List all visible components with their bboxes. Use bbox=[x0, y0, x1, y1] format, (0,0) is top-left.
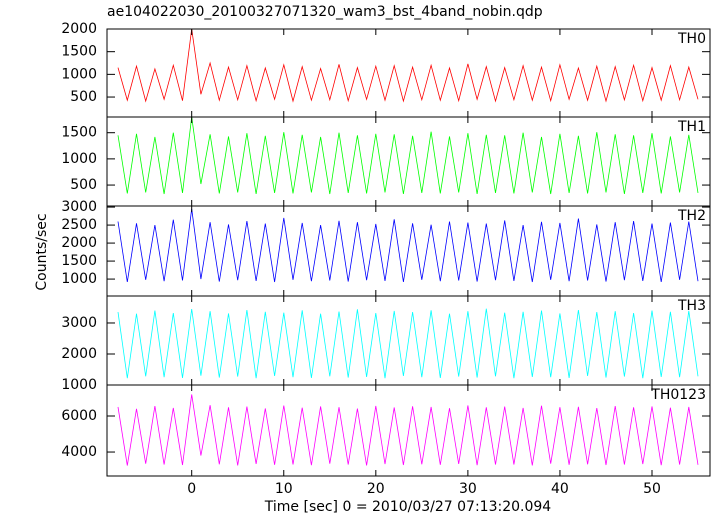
panel-label: TH3 bbox=[677, 298, 706, 314]
y-tick-label: 3000 bbox=[61, 199, 97, 215]
y-tick-label: 1000 bbox=[61, 151, 97, 167]
x-tick-label: 30 bbox=[459, 481, 477, 497]
panel-label: TH0 bbox=[677, 31, 706, 47]
x-tick-label: 10 bbox=[275, 481, 293, 497]
y-tick-label: 500 bbox=[70, 89, 97, 105]
x-tick-label: 40 bbox=[551, 481, 569, 497]
y-tick-label: 1500 bbox=[61, 253, 97, 269]
y-tick-label: 500 bbox=[70, 177, 97, 193]
x-tick-label: 50 bbox=[643, 481, 661, 497]
y-tick-label: 6000 bbox=[61, 408, 97, 424]
y-axis-label: Counts/sec bbox=[34, 213, 50, 290]
light-curve bbox=[117, 208, 699, 283]
x-tick-label: 20 bbox=[367, 481, 385, 497]
panel-frame bbox=[106, 28, 711, 118]
chart-title: ae104022030_20100327071320_wam3_bst_4ban… bbox=[107, 4, 543, 20]
y-tick-label: 2000 bbox=[61, 346, 97, 362]
y-tick-label: 2500 bbox=[61, 217, 97, 233]
panel-label: TH0123 bbox=[650, 387, 706, 403]
y-tick-label: 2000 bbox=[61, 235, 97, 251]
y-tick-label: 1000 bbox=[61, 377, 97, 393]
panel-label: TH1 bbox=[677, 119, 706, 135]
y-tick-label: 1500 bbox=[61, 44, 97, 60]
y-tick-label: 1000 bbox=[61, 271, 97, 287]
x-tick-label: 0 bbox=[187, 481, 196, 497]
y-tick-label: 2000 bbox=[61, 21, 97, 37]
light-curve bbox=[117, 116, 699, 195]
panel-label: TH2 bbox=[677, 208, 706, 224]
light-curve bbox=[117, 394, 699, 466]
light-curve bbox=[117, 308, 699, 379]
y-tick-label: 4000 bbox=[61, 444, 97, 460]
x-axis-label: Time [sec] 0 = 2010/03/27 07:13:20.094 bbox=[264, 499, 552, 515]
panel-frame bbox=[106, 384, 711, 477]
light-curve bbox=[117, 28, 699, 103]
y-tick-label: 1500 bbox=[61, 125, 97, 141]
y-tick-label: 1000 bbox=[61, 66, 97, 82]
y-tick-label: 3000 bbox=[61, 315, 97, 331]
